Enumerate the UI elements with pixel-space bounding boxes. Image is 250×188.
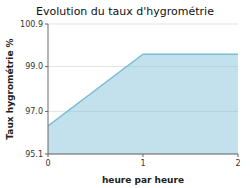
x-tick-label: 1 bbox=[140, 159, 145, 168]
y-tick-label: 100.9 bbox=[20, 20, 43, 29]
y-tick bbox=[45, 24, 48, 25]
x-tick-label: 2 bbox=[235, 159, 240, 168]
axes: 95.1 97.0 99.0 100.9 0 1 2 bbox=[20, 20, 240, 169]
y-tick-label: 95.1 bbox=[25, 150, 43, 159]
area bbox=[48, 54, 238, 154]
x-tick bbox=[143, 154, 144, 157]
y-axis-label: Taux hygrométrie % bbox=[5, 38, 15, 139]
x-tick-label: 0 bbox=[45, 159, 50, 168]
chart: 95.1 97.0 99.0 100.9 0 1 2 heure par heure Taux … bbox=[0, 0, 250, 188]
data bbox=[48, 54, 238, 154]
y-tick-label: 99.0 bbox=[25, 62, 43, 71]
x-tick bbox=[48, 154, 49, 157]
y-tick bbox=[45, 111, 48, 112]
y-tick bbox=[45, 66, 48, 67]
y-axis-line bbox=[48, 24, 49, 154]
x-axis-label: heure par heure bbox=[102, 175, 184, 185]
chart-container: 95.1 97.0 99.0 100.9 0 1 2 heure par heure Taux … bbox=[0, 0, 250, 188]
line bbox=[48, 54, 238, 126]
title: Evolution du taux d'hygrométrie bbox=[36, 5, 214, 18]
x-tick bbox=[238, 154, 239, 157]
y-tick-label: 97.0 bbox=[25, 107, 43, 116]
grid bbox=[48, 24, 238, 154]
grid-line bbox=[48, 24, 238, 25]
